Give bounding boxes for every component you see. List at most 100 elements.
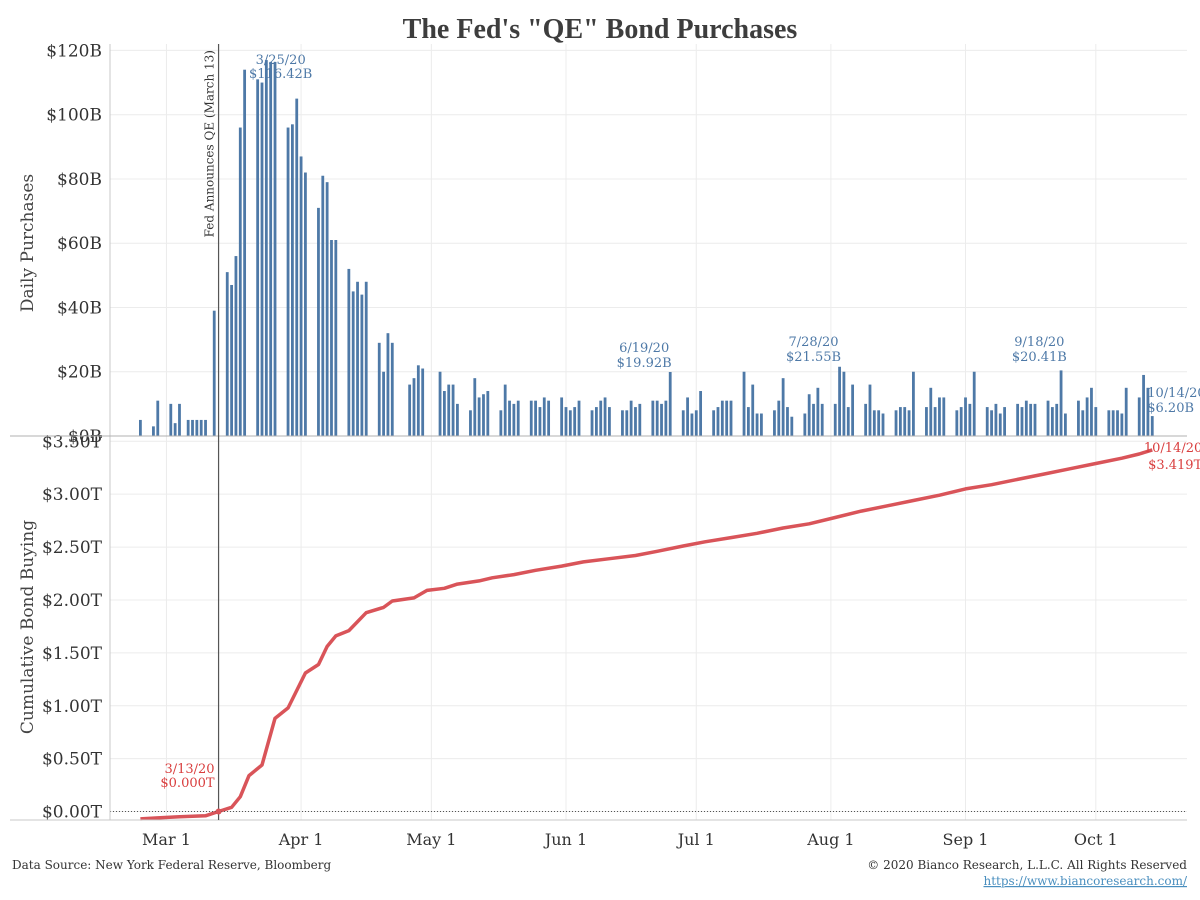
bar xyxy=(273,61,277,437)
bar-annotation-value: $116.42B xyxy=(249,67,312,82)
top-y-axis-label: Daily Purchases xyxy=(18,174,38,312)
bar-annotation-date: 10/14/20 xyxy=(1147,386,1200,401)
bar xyxy=(317,207,320,436)
bar xyxy=(699,391,703,436)
bar xyxy=(238,127,242,436)
data-source: Data Source: New York Federal Reserve, B… xyxy=(12,858,332,872)
bar xyxy=(321,175,325,437)
bar xyxy=(1064,413,1067,436)
bar xyxy=(1124,387,1128,436)
bar xyxy=(573,407,577,436)
bar xyxy=(538,407,542,436)
bar xyxy=(291,124,294,436)
bar-annotation-value: $20.41B xyxy=(1012,350,1067,365)
bar xyxy=(1033,403,1037,436)
bar xyxy=(534,400,537,436)
bar xyxy=(299,156,303,436)
bar xyxy=(547,400,551,436)
bar xyxy=(1020,407,1024,436)
bar xyxy=(621,410,624,436)
bar xyxy=(786,407,789,436)
bar xyxy=(469,410,472,436)
cumulative-series-line xyxy=(140,448,1153,821)
bar xyxy=(264,60,268,436)
bar xyxy=(912,371,915,436)
bar xyxy=(634,407,637,436)
bar xyxy=(169,403,173,436)
top-y-tick-label: $60B xyxy=(57,234,102,254)
bar xyxy=(1090,387,1093,436)
bar xyxy=(668,371,672,436)
bar xyxy=(929,387,933,436)
bar xyxy=(877,410,881,436)
bar xyxy=(872,410,876,436)
bar xyxy=(152,426,155,436)
bar xyxy=(1055,403,1059,436)
bottom-y-axis-label: Cumulative Bond Buying xyxy=(18,520,38,734)
bar xyxy=(942,397,946,436)
bar xyxy=(382,371,385,436)
bar xyxy=(1046,400,1050,436)
line-annotation-value: $3.419T xyxy=(1148,458,1200,473)
top-y-tick-label: $0B xyxy=(68,427,102,447)
bar xyxy=(1142,374,1145,436)
bar xyxy=(542,397,546,436)
bar xyxy=(1107,410,1111,436)
copyright: © 2020 Bianco Research, L.L.C. All Right… xyxy=(867,858,1187,872)
bar xyxy=(625,410,629,436)
bar xyxy=(195,419,199,436)
bar xyxy=(972,371,976,436)
bar-annotation-value: $6.20B xyxy=(1147,401,1194,416)
bar xyxy=(599,400,603,436)
bar xyxy=(1116,410,1119,436)
chart-title: The Fed's "QE" Bond Purchases xyxy=(403,14,798,45)
bar xyxy=(408,384,412,436)
top-y-tick-label: $20B xyxy=(57,363,102,383)
bar xyxy=(360,294,364,436)
bar xyxy=(638,403,642,436)
bar xyxy=(760,413,763,436)
x-tick-label: Jul 1 xyxy=(676,830,715,849)
bar xyxy=(1146,387,1150,436)
bar xyxy=(790,416,794,436)
bar xyxy=(998,413,1002,436)
bottom-y-tick-label: $3.50T xyxy=(42,432,103,452)
bar xyxy=(304,172,307,436)
x-tick-label: Mar 1 xyxy=(142,830,191,849)
bar xyxy=(773,410,776,436)
bar xyxy=(364,281,368,436)
bar xyxy=(964,397,967,436)
bar xyxy=(503,384,507,436)
bar xyxy=(438,371,442,436)
bar xyxy=(1029,403,1033,436)
bottom-y-tick-label: $2.00T xyxy=(42,591,103,611)
bar xyxy=(286,127,290,436)
bottom-y-tick-label: $1.50T xyxy=(42,644,103,664)
bar xyxy=(894,410,898,436)
cumulative-line xyxy=(140,448,1153,821)
x-tick-label: Jun 1 xyxy=(543,830,587,849)
bar xyxy=(212,310,216,436)
bar xyxy=(755,413,759,436)
bottom-y-tick-label: $2.50T xyxy=(42,538,103,558)
bar xyxy=(351,291,355,436)
line-annotation-date: 3/13/20 xyxy=(164,762,214,777)
bar xyxy=(564,407,568,436)
bar xyxy=(330,240,333,436)
bar xyxy=(959,407,963,436)
bottom-y-tick-label: $0.00T xyxy=(42,803,103,823)
bar xyxy=(820,403,824,436)
daily-bars xyxy=(139,60,1154,437)
bar xyxy=(204,419,207,436)
bar xyxy=(156,400,160,436)
bar xyxy=(499,410,503,436)
bar xyxy=(230,284,233,436)
bar xyxy=(807,394,811,436)
bar xyxy=(173,423,177,436)
top-y-tick-label: $120B xyxy=(46,41,102,61)
bar xyxy=(729,400,733,436)
bar-annotation-date: 9/18/20 xyxy=(1014,335,1064,350)
website-link[interactable]: https://www.biancoresearch.com/ xyxy=(983,874,1187,888)
bar xyxy=(903,407,907,436)
x-tick-label: Oct 1 xyxy=(1074,830,1118,849)
